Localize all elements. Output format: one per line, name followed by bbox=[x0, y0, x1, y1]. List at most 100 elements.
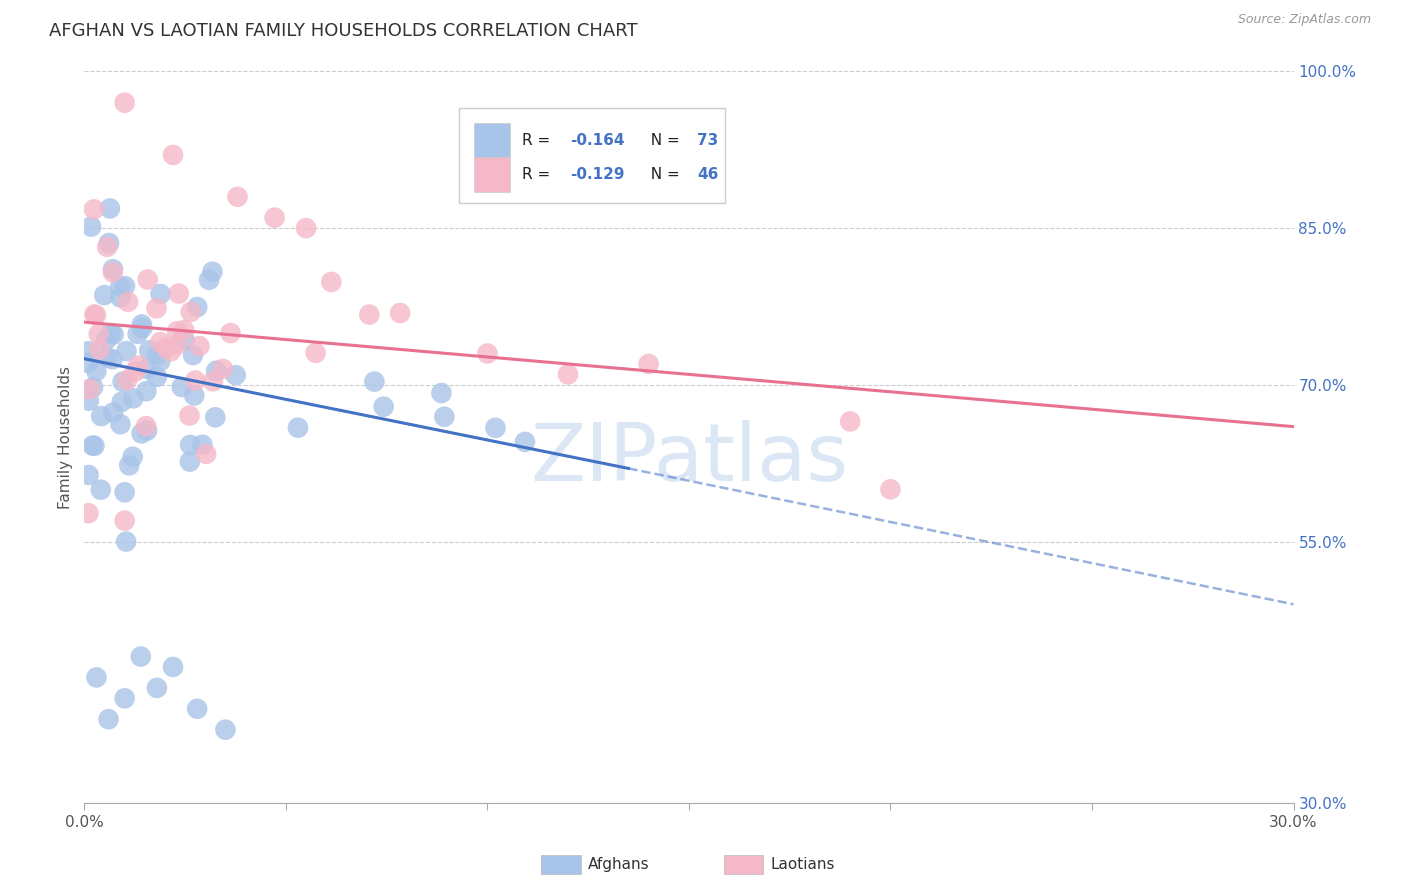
Point bbox=[191, 438, 214, 452]
Point bbox=[86, 364, 108, 378]
Point bbox=[83, 439, 105, 453]
Point bbox=[557, 368, 579, 382]
Point bbox=[184, 374, 207, 388]
Point bbox=[201, 265, 224, 279]
Point bbox=[263, 211, 285, 225]
Point bbox=[484, 421, 506, 435]
Point bbox=[135, 384, 157, 399]
Text: -0.164: -0.164 bbox=[571, 133, 624, 147]
Text: 46: 46 bbox=[697, 167, 718, 182]
Point bbox=[131, 318, 153, 332]
Point bbox=[287, 420, 309, 434]
Point bbox=[103, 327, 125, 342]
Point bbox=[170, 380, 193, 394]
Point bbox=[162, 660, 184, 674]
Point bbox=[477, 346, 499, 360]
FancyBboxPatch shape bbox=[460, 108, 725, 203]
Point bbox=[101, 265, 124, 279]
Point bbox=[359, 308, 381, 322]
Point bbox=[110, 290, 132, 304]
Point bbox=[98, 235, 121, 250]
FancyBboxPatch shape bbox=[474, 122, 510, 158]
Point bbox=[121, 450, 143, 464]
Point bbox=[135, 419, 157, 434]
Point bbox=[129, 649, 152, 664]
Point bbox=[179, 454, 201, 468]
Point bbox=[138, 343, 160, 358]
Point bbox=[77, 356, 100, 370]
Point bbox=[205, 364, 228, 378]
Point bbox=[146, 348, 169, 362]
Point bbox=[117, 294, 139, 309]
Point bbox=[430, 386, 453, 401]
Text: 73: 73 bbox=[697, 133, 718, 147]
Point bbox=[86, 670, 108, 684]
Text: R =: R = bbox=[522, 133, 555, 147]
Point bbox=[114, 514, 136, 528]
Point bbox=[149, 335, 172, 350]
Point bbox=[135, 361, 157, 376]
Y-axis label: Family Households: Family Households bbox=[58, 366, 73, 508]
Point bbox=[136, 424, 159, 438]
Point bbox=[110, 417, 132, 432]
Point bbox=[131, 426, 153, 441]
Text: N =: N = bbox=[641, 167, 685, 182]
Point bbox=[82, 380, 104, 394]
Point bbox=[167, 286, 190, 301]
Point bbox=[90, 483, 112, 497]
Point bbox=[226, 190, 249, 204]
Point bbox=[114, 279, 136, 293]
Point bbox=[100, 326, 122, 341]
Point bbox=[181, 348, 204, 362]
Point bbox=[149, 354, 172, 368]
Point bbox=[136, 272, 159, 286]
Point bbox=[146, 370, 169, 384]
Point bbox=[108, 280, 131, 294]
Point bbox=[198, 273, 221, 287]
Point bbox=[127, 326, 149, 341]
Point bbox=[77, 468, 100, 483]
Point bbox=[186, 702, 208, 716]
Point bbox=[304, 346, 326, 360]
Point bbox=[77, 344, 100, 359]
Point bbox=[321, 275, 343, 289]
Point bbox=[166, 337, 188, 351]
Point bbox=[204, 410, 226, 425]
Point bbox=[115, 344, 138, 359]
Point bbox=[513, 434, 536, 449]
Text: -0.129: -0.129 bbox=[571, 167, 624, 182]
Text: R =: R = bbox=[522, 167, 555, 182]
Point bbox=[83, 308, 105, 322]
Point bbox=[160, 344, 183, 359]
Point bbox=[145, 301, 167, 316]
Point bbox=[79, 382, 101, 396]
Point bbox=[84, 308, 107, 322]
Point bbox=[111, 395, 134, 409]
Point bbox=[155, 341, 177, 355]
Point bbox=[225, 368, 247, 383]
Point bbox=[124, 365, 146, 379]
Point bbox=[433, 409, 456, 424]
Point bbox=[97, 712, 120, 726]
Point bbox=[179, 409, 201, 423]
Point bbox=[87, 327, 110, 342]
Point bbox=[114, 95, 136, 110]
Point bbox=[146, 681, 169, 695]
Text: Laotians: Laotians bbox=[770, 857, 835, 871]
Point bbox=[90, 409, 112, 423]
Text: Afghans: Afghans bbox=[588, 857, 650, 871]
Point bbox=[122, 392, 145, 406]
Point bbox=[180, 305, 202, 319]
Point bbox=[111, 375, 134, 389]
Point bbox=[363, 375, 385, 389]
Point bbox=[101, 352, 124, 367]
Point bbox=[115, 373, 138, 387]
Point bbox=[195, 447, 218, 461]
Point bbox=[173, 333, 195, 347]
Point bbox=[295, 221, 318, 235]
Point bbox=[389, 306, 412, 320]
Point bbox=[183, 388, 205, 402]
Point bbox=[118, 458, 141, 473]
Point bbox=[188, 339, 211, 353]
Text: AFGHAN VS LAOTIAN FAMILY HOUSEHOLDS CORRELATION CHART: AFGHAN VS LAOTIAN FAMILY HOUSEHOLDS CORR… bbox=[49, 22, 638, 40]
